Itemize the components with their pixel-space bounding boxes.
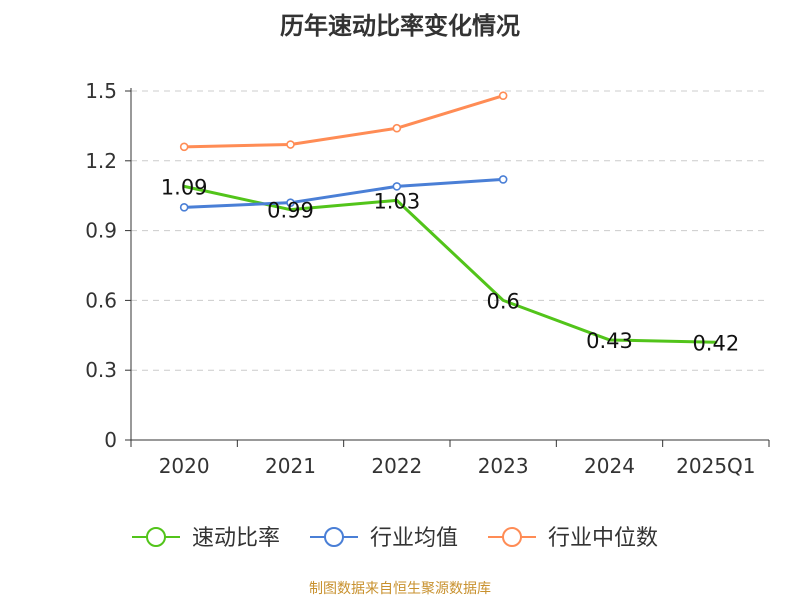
x-tick-label: 2025Q1: [676, 454, 755, 478]
data-point: [286, 198, 295, 207]
chart-title: 历年速动比率变化情况: [280, 12, 520, 40]
x-tick-label: 2021: [265, 454, 316, 478]
legend-label: 行业中位数: [548, 526, 658, 551]
data-point: [392, 182, 402, 191]
y-tick-label: 0.9: [85, 219, 117, 243]
data-label: 0.42: [692, 331, 739, 355]
legend-marker: [502, 527, 522, 547]
data-label: 0.43: [586, 329, 633, 353]
data-point: [179, 203, 189, 212]
legend-marker: [324, 527, 344, 547]
x-tick-label: 2023: [478, 454, 529, 478]
y-tick-label: 1.2: [85, 149, 117, 173]
series-line-1: [182, 177, 505, 209]
legend-label: 行业均值: [370, 526, 458, 551]
y-tick-label: 0.6: [85, 288, 117, 312]
data-point: [179, 142, 189, 152]
x-tick-label: 2022: [371, 454, 422, 478]
data-point: [286, 140, 295, 149]
x-tick-label: 2020: [159, 454, 210, 478]
data-label: 1.09: [161, 175, 208, 199]
y-tick-label: 0.3: [85, 358, 117, 382]
data-point: [498, 91, 508, 100]
data-label: 0.6: [486, 289, 519, 313]
source-note: 制图数据来自恒生聚源数据库: [309, 581, 491, 597]
legend-marker: [146, 527, 166, 547]
data-label: 1.03: [373, 189, 420, 213]
y-tick-label: 0: [104, 428, 117, 452]
x-tick-label: 2024: [584, 454, 635, 478]
legend-label: 速动比率: [192, 526, 280, 551]
data-point: [498, 175, 508, 184]
series-line-0: [182, 184, 718, 344]
y-tick-label: 1.5: [85, 79, 117, 103]
data-point: [392, 123, 402, 133]
data-label: 0.99: [267, 199, 314, 223]
series-line-2: [182, 94, 505, 149]
